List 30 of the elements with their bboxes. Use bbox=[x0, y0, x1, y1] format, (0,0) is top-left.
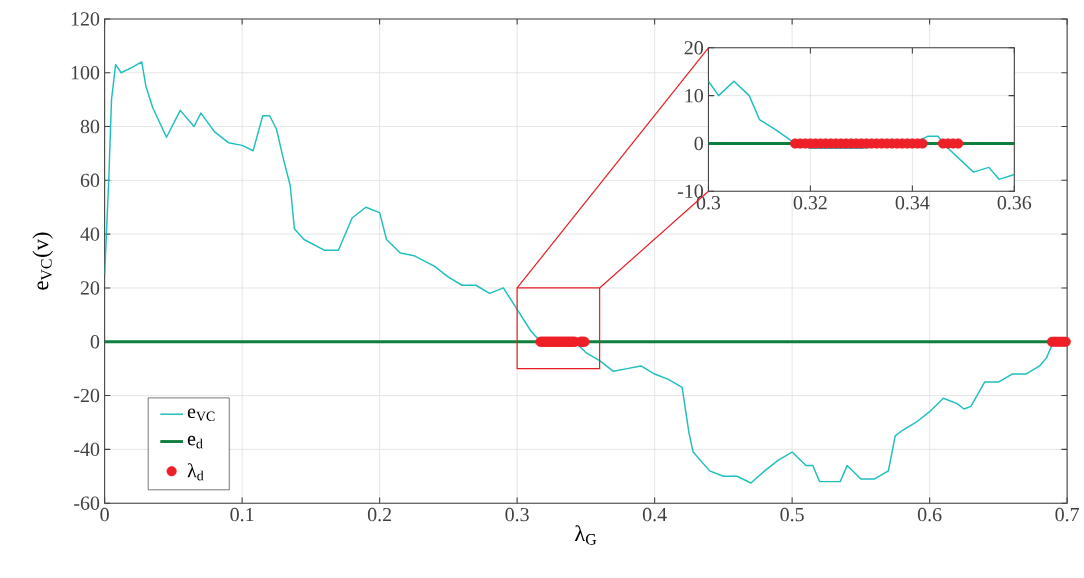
x-tick-label: 0.32 bbox=[793, 196, 827, 210]
y-tick-label: 120 bbox=[71, 12, 100, 26]
y-tick-label: 20 bbox=[684, 41, 703, 55]
y-tick-label: 40 bbox=[80, 227, 100, 241]
y-tick-label: 60 bbox=[80, 173, 100, 188]
y-tick-label: -60 bbox=[74, 496, 100, 510]
y-tick-label: 10 bbox=[685, 88, 703, 103]
x-tick-label: 0.3 bbox=[696, 196, 721, 210]
x-tick-label: 0.2 bbox=[367, 507, 391, 522]
x-axis-title: λ$_{G}$ bbox=[574, 525, 597, 545]
y-tick-label: 20 bbox=[80, 281, 100, 295]
y-tick-label: -40 bbox=[74, 442, 100, 457]
y-tick-label: 80 bbox=[80, 119, 100, 134]
legend-label: e$_{VC}$ bbox=[187, 408, 215, 422]
y-tick-label: -20 bbox=[74, 388, 100, 403]
x-tick-label: 0.4 bbox=[642, 507, 667, 522]
x-tick-label: 0.5 bbox=[780, 507, 804, 522]
y-tick-label: -10 bbox=[677, 184, 703, 199]
y-tick-label: 0 bbox=[694, 136, 703, 151]
x-tick-label: 0.6 bbox=[917, 507, 942, 522]
legend-label: λ$_{d}$ bbox=[187, 463, 204, 481]
x-tick-label: 0.3 bbox=[505, 507, 529, 522]
x-tick-label: 0.1 bbox=[230, 507, 254, 522]
legend-label: e$_{d}$ bbox=[187, 435, 203, 449]
x-tick-label: 0.7 bbox=[1055, 507, 1079, 522]
y-tick-label: 100 bbox=[71, 66, 100, 80]
y-tick-label: 0 bbox=[90, 335, 100, 349]
x-tick-label: 0.36 bbox=[997, 196, 1032, 210]
x-tick-label: 0.34 bbox=[895, 196, 930, 210]
y-axis-title: e$_{VC}$(v) bbox=[32, 232, 53, 290]
